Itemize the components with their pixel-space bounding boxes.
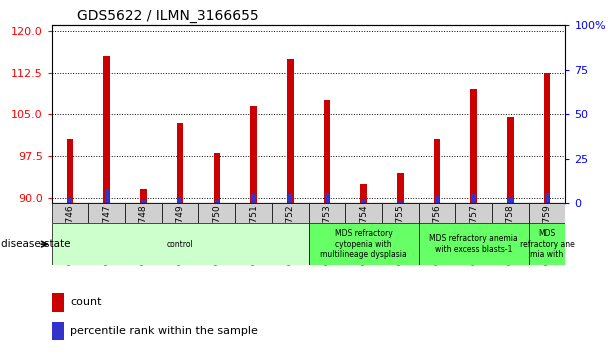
Bar (345, 203, 382, 223)
Text: GSM1515751: GSM1515751 (249, 204, 258, 265)
Bar (68, 198, 72, 203)
Bar (434, 139, 440, 203)
Text: GSM1515752: GSM1515752 (286, 204, 295, 265)
Text: MDS refractory
cytopenia with
multilineage dysplasia: MDS refractory cytopenia with multilinea… (320, 229, 407, 259)
Bar (52, 203, 88, 223)
Text: GDS5622 / ILMN_3166655: GDS5622 / ILMN_3166655 (77, 9, 259, 23)
Bar (361, 184, 367, 203)
Bar (323, 101, 330, 203)
Bar (471, 195, 476, 203)
Bar (544, 73, 550, 203)
Bar (52, 293, 64, 311)
Text: GSM1515759: GSM1515759 (542, 204, 551, 265)
Text: GSM1515748: GSM1515748 (139, 204, 148, 265)
Text: GSM1515757: GSM1515757 (469, 204, 478, 265)
Text: percentile rank within the sample: percentile rank within the sample (70, 326, 258, 336)
Bar (308, 203, 345, 223)
Bar (198, 203, 235, 223)
Bar (52, 223, 308, 265)
Bar (529, 223, 565, 265)
Bar (272, 203, 308, 223)
Bar (545, 193, 549, 203)
Text: GSM1515756: GSM1515756 (432, 204, 441, 265)
Text: disease state: disease state (1, 239, 71, 249)
Bar (529, 203, 565, 223)
Bar (251, 195, 256, 203)
Text: MDS refractory anemia
with excess blasts-1: MDS refractory anemia with excess blasts… (429, 234, 518, 254)
Bar (398, 201, 402, 203)
Bar (508, 198, 513, 203)
Bar (492, 203, 529, 223)
Text: GSM1515755: GSM1515755 (396, 204, 405, 265)
Text: GSM1515754: GSM1515754 (359, 204, 368, 265)
Bar (287, 59, 294, 203)
Bar (213, 153, 220, 203)
Text: MDS
refractory ane
mia with: MDS refractory ane mia with (520, 229, 575, 259)
Bar (361, 200, 366, 203)
Bar (141, 200, 146, 203)
Bar (125, 203, 162, 223)
Bar (105, 189, 109, 203)
Bar (325, 193, 329, 203)
Bar (177, 123, 184, 203)
Bar (88, 203, 125, 223)
Bar (419, 203, 455, 223)
Bar (471, 89, 477, 203)
Bar (435, 196, 439, 203)
Bar (397, 173, 404, 203)
Bar (178, 198, 182, 203)
Bar (288, 195, 292, 203)
Bar (382, 203, 419, 223)
Text: GSM1515749: GSM1515749 (176, 204, 185, 265)
Bar (235, 203, 272, 223)
Bar (162, 203, 198, 223)
Bar (67, 139, 74, 203)
Text: GSM1515747: GSM1515747 (102, 204, 111, 265)
Bar (419, 223, 529, 265)
Bar (52, 322, 64, 340)
Text: GSM1515753: GSM1515753 (322, 204, 331, 265)
Text: GSM1515750: GSM1515750 (212, 204, 221, 265)
Text: count: count (70, 297, 102, 307)
Bar (140, 189, 147, 203)
Bar (215, 200, 219, 203)
Bar (250, 106, 257, 203)
Bar (308, 223, 419, 265)
Text: GSM1515746: GSM1515746 (66, 204, 75, 265)
Bar (507, 117, 514, 203)
Text: GSM1515758: GSM1515758 (506, 204, 515, 265)
Bar (103, 56, 110, 203)
Bar (455, 203, 492, 223)
Text: control: control (167, 240, 193, 249)
